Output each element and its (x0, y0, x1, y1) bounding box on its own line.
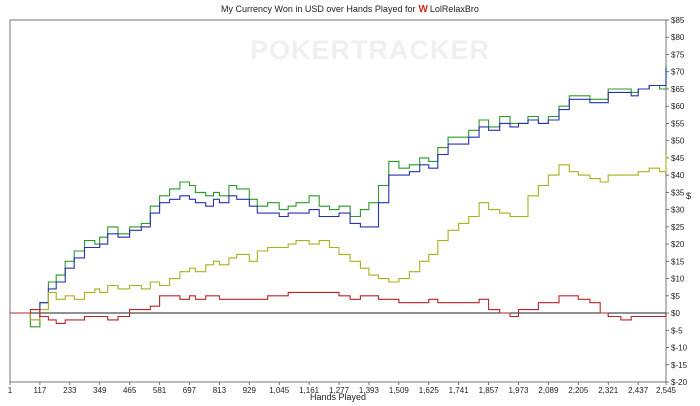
w-logo-icon: W (418, 4, 428, 15)
series-group (10, 64, 667, 328)
y-tick-label: $30 (671, 206, 685, 215)
chart-title-player: LolRelaxBro (429, 4, 479, 14)
x-tick-label: 1 (8, 386, 13, 395)
y-tick-label: $-15 (671, 361, 688, 370)
x-tick-label: 581 (153, 386, 167, 395)
y-tick-label: $85 (671, 16, 685, 25)
x-tick-label: 233 (63, 386, 77, 395)
y-tick-label: $-20 (671, 378, 688, 387)
series-line (10, 64, 667, 328)
x-tick-label: 1,161 (299, 386, 320, 395)
chart-title: My Currency Won in USD over Hands Played… (0, 4, 700, 15)
plot-frame (9, 19, 667, 383)
x-tick-label: 2,089 (538, 386, 559, 395)
y-tick-label: $50 (671, 137, 685, 146)
x-tick-label: 117 (34, 386, 47, 395)
x-tick-label: 2,205 (568, 386, 589, 395)
x-tick-label: 1,973 (508, 386, 529, 395)
y-tick-label: $20 (671, 240, 685, 249)
y-tick-label: $40 (671, 171, 685, 180)
pokertracker-watermark: POKERTRACKER (250, 35, 491, 65)
y-tick-label: $10 (671, 275, 685, 284)
x-tick-label: 929 (243, 386, 257, 395)
series-line (10, 291, 667, 324)
x-tick-label: 1,625 (419, 386, 440, 395)
series-line (10, 154, 667, 321)
y-tick-label: $55 (671, 119, 685, 128)
x-tick-label: 2,545 (656, 386, 677, 395)
y-tick-label: $35 (671, 188, 685, 197)
x-tick-label: 1,277 (329, 386, 350, 395)
x-tick-label: 1,045 (269, 386, 290, 395)
y-tick-label: $65 (671, 85, 685, 94)
y-tick-label: $0 (671, 309, 680, 318)
x-tick-label: 1,857 (479, 386, 500, 395)
x-tick-label: 465 (123, 386, 137, 395)
series-line (10, 68, 667, 321)
y-axis: $-20 $-15 $-10 $-5 $0 $5 $10 $15 $20 $25 $30 $35 $40… (666, 16, 688, 387)
y-tick-label: $45 (671, 154, 685, 163)
y-tick-label: $75 (671, 50, 685, 59)
x-axis: 1 117 233 349 465 581 697 813 929 1,045 1,161 1,277… (8, 382, 677, 395)
y-tick-label: $25 (671, 223, 685, 232)
y-tick-label: $5 (671, 292, 680, 301)
y-tick-label: $70 (671, 68, 685, 77)
x-tick-label: 349 (93, 386, 107, 395)
x-tick-label: 1,741 (449, 386, 470, 395)
chart-title-text: My Currency Won in USD over Hands Played… (221, 4, 416, 14)
x-tick-label: 1,393 (359, 386, 380, 395)
x-tick-label: 2,437 (628, 386, 649, 395)
y-axis-label: $ (686, 191, 692, 201)
y-tick-label: $60 (671, 102, 685, 111)
x-tick-label: 697 (183, 386, 197, 395)
y-tick-label: $15 (671, 257, 685, 266)
x-tick-label: 2,321 (598, 386, 619, 395)
x-tick-label: 1,509 (389, 386, 410, 395)
y-tick-label: $80 (671, 33, 685, 42)
x-axis-label: Hands Played (309, 392, 367, 402)
x-tick-label: 813 (213, 386, 227, 395)
y-tick-label: $-5 (671, 326, 683, 335)
y-tick-label: $-10 (671, 344, 688, 353)
